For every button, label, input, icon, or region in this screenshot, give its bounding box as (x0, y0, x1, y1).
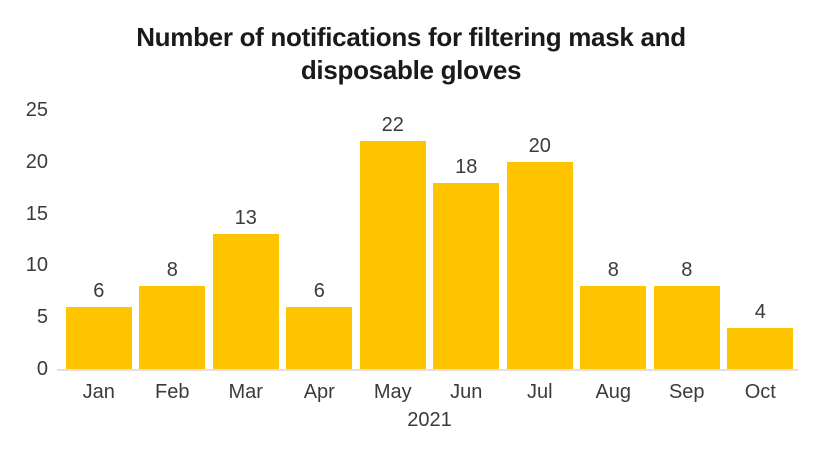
chart-title-line2: disposable gloves (300, 55, 522, 85)
bar-mar (212, 234, 279, 369)
bar-value-label: 13 (234, 207, 257, 229)
bar-slot: 18 (430, 110, 504, 369)
x-tick-label: Feb (155, 381, 190, 403)
bar-value-label: 6 (313, 280, 325, 302)
bar-slot: 6 (283, 110, 357, 369)
chart-title: Number of notifications for filtering ma… (61, 21, 761, 87)
x-tick-label: Mar (228, 381, 263, 403)
x-tick-label: Sep (668, 381, 705, 403)
bar-slot: 8 (136, 110, 210, 369)
bar-value-label: 6 (93, 280, 105, 302)
bar-jun (433, 183, 500, 369)
bar-value-label: 4 (754, 301, 766, 323)
bar-sep (653, 286, 720, 369)
chart-title-line1: Number of notifications for filtering ma… (136, 22, 686, 52)
y-tick-label: 5 (36, 306, 48, 329)
bar-value-label: 8 (166, 259, 178, 281)
bar-aug (580, 286, 647, 369)
x-tick-label: Jan (82, 381, 115, 403)
bar-value-label: 8 (681, 259, 693, 281)
x-tick-label: May (373, 381, 412, 403)
bar-feb (139, 286, 206, 369)
bar-slot: 6 (62, 110, 136, 369)
bar-may (359, 141, 426, 369)
bar-slot: 20 (503, 110, 577, 369)
bar-value-label: 20 (528, 135, 551, 157)
bar-slot: 4 (724, 110, 798, 369)
bar-value-label: 8 (607, 259, 619, 281)
bar-value-label: 22 (381, 114, 404, 136)
bar-apr (286, 307, 353, 369)
y-tick-label: 25 (25, 99, 48, 121)
y-axis: 0 5 10 15 20 25 (0, 0, 48, 449)
x-tick-label: Jun (450, 381, 483, 403)
x-tick-label: Oct (744, 381, 776, 403)
x-axis-title: 2021 (407, 409, 452, 431)
y-tick-label: 0 (36, 358, 48, 380)
bar-jul (506, 162, 573, 369)
x-axis-labels: Jan Feb Mar Apr May Jun Jul Aug Sep Oct (62, 381, 797, 403)
plot-area: 6 8 13 6 22 18 20 8 8 4 (62, 110, 797, 369)
y-tick-label: 15 (25, 202, 48, 225)
bar-slot: 8 (650, 110, 724, 369)
bar-jan (65, 307, 132, 369)
x-axis-line (57, 369, 798, 371)
bar-slot: 13 (209, 110, 283, 369)
x-tick-label: Jul (526, 381, 553, 403)
x-tick-label: Apr (303, 381, 335, 403)
y-tick-label: 20 (25, 150, 48, 173)
y-tick-label: 10 (25, 254, 48, 277)
bar-oct (727, 328, 794, 369)
bar-slot: 22 (356, 110, 430, 369)
x-tick-label: Aug (595, 381, 632, 403)
bar-value-label: 18 (455, 156, 478, 178)
bar-slot: 8 (577, 110, 651, 369)
